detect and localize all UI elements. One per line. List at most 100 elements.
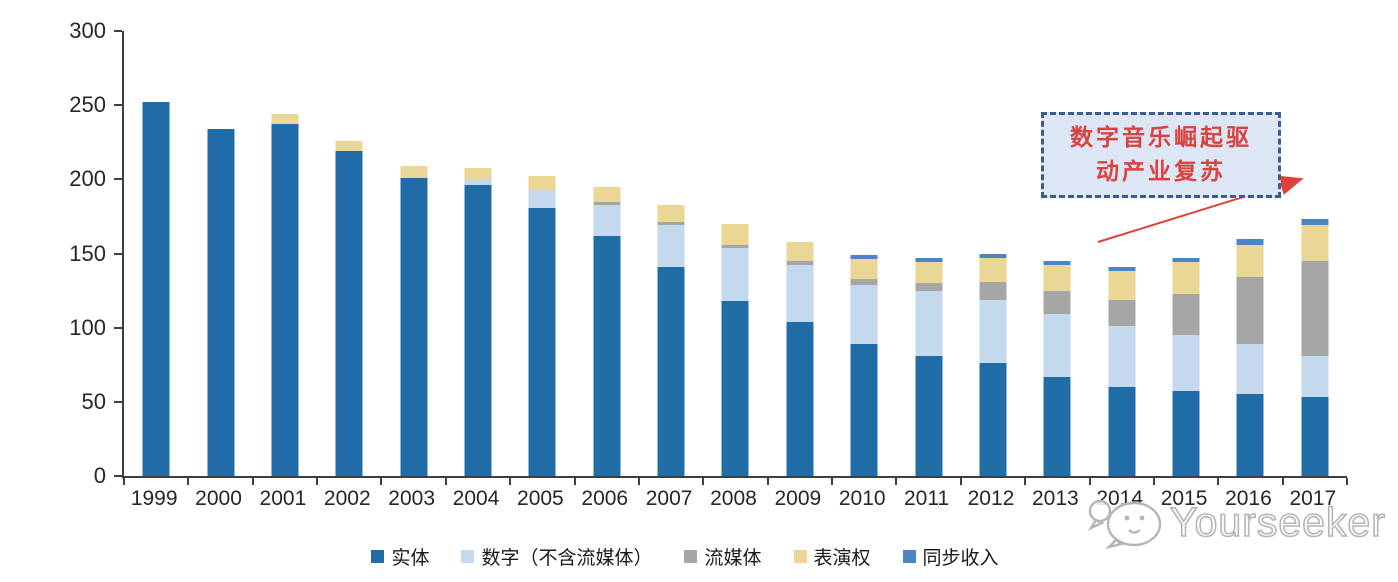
stacked-bar-1999 [142,102,170,476]
stacked-bar-2016 [1236,238,1264,476]
x-axis-label-2000: 2000 [195,487,242,510]
segment-数字（不含流媒体） [915,290,943,356]
x-axis-label-2008: 2008 [710,487,757,510]
segment-实体 [335,151,363,476]
segment-数字（不含流媒体） [1301,355,1329,398]
x-axis-label-1999: 1999 [130,487,178,510]
segment-表演权 [1043,265,1071,291]
segment-数字（不含流媒体） [464,179,492,186]
segment-表演权 [786,241,814,261]
segment-表演权 [1172,262,1200,294]
bar-group-1999 [124,31,188,476]
segment-流媒体 [915,283,943,291]
segment-表演权 [850,259,878,279]
y-axis-label: 0 [93,463,106,488]
segment-流媒体 [979,281,1007,300]
stacked-bar-2005 [528,176,556,476]
segment-实体 [721,300,749,476]
stacked-bar-2012 [979,253,1007,476]
stacked-bar-2013 [1043,260,1071,476]
annotation-text-line2: 动产业复苏 [1096,158,1226,185]
segment-流媒体 [1043,290,1071,315]
segment-数字（不含流媒体） [786,265,814,322]
segment-实体 [1301,397,1329,476]
segment-表演权 [1301,225,1329,261]
bar-group-2014 [1090,31,1154,476]
bar-group-2012 [961,31,1025,476]
x-axis-label-2006: 2006 [581,487,629,510]
segment-实体 [786,321,814,476]
x-axis-label-2010: 2010 [838,487,886,510]
segment-实体 [400,177,428,476]
segment-同步收入 [979,253,1007,258]
bar-group-2008 [703,31,767,476]
y-axis-label: 250 [69,92,106,118]
plot-area [114,30,1348,485]
legend-item-流媒体: 流媒体 [684,543,762,570]
x-axis-tick [1346,478,1348,485]
legend-item-实体: 实体 [371,543,429,570]
y-axis-tick [114,30,122,32]
segment-流媒体 [786,260,814,266]
legend-label: 数字（不含流媒体） [481,547,653,569]
stacked-bar-2011 [915,257,943,476]
segment-实体 [657,266,685,476]
stacked-bar-2000 [207,128,235,476]
y-axis-label: 300 [69,18,106,43]
legend-swatch-icon [793,550,807,563]
y-axis-tick [114,178,122,181]
segment-表演权 [915,262,943,284]
segment-同步收入 [850,255,878,260]
stacked-bar-2002 [335,140,363,476]
segment-实体 [464,185,492,476]
segment-流媒体 [657,222,685,226]
legend-item-表演权: 表演权 [793,543,871,570]
segment-同步收入 [915,257,943,263]
segment-实体 [1043,376,1071,476]
y-axis-tick [114,252,122,255]
stacked-bar-2004 [464,167,492,476]
segment-数字（不含流媒体） [1108,326,1136,387]
x-axis-tick [1088,478,1091,485]
bar-group-2016 [1218,31,1282,476]
x-axis-tick [123,478,125,485]
x-axis-label-2002: 2002 [323,487,371,510]
annotation-callout: 数字音乐崛起驱 动产业复苏 [1041,112,1281,198]
x-axis-label-2016: 2016 [1225,487,1272,510]
x-axis-tick [895,478,898,485]
bar-group-2005 [510,31,574,476]
stacked-bar-2014 [1108,266,1136,476]
x-axis-tick [380,478,383,485]
segment-数字（不含流媒体） [1172,335,1200,392]
x-axis-tick [1024,478,1027,485]
x-axis-tick [444,478,447,485]
segment-同步收入 [1108,266,1136,272]
bar-group-2003 [381,31,445,476]
bar-group-2006 [575,31,639,476]
y-axis-label: 150 [69,240,106,266]
bar-group-2015 [1154,31,1218,476]
segment-表演权 [1108,271,1136,300]
stacked-bar-2009 [786,241,814,476]
segment-实体 [850,343,878,476]
segment-同步收入 [1301,219,1329,226]
x-axis-tick [1152,478,1155,485]
segment-表演权 [464,167,492,180]
y-axis-label: 100 [69,314,106,340]
bar-group-2013 [1025,31,1089,476]
x-axis-tick [766,478,769,485]
watermark-text: Yourseeker [1169,498,1386,546]
stacked-bar-2008 [721,223,749,476]
segment-流媒体 [1172,293,1200,336]
segment-实体 [1172,391,1200,476]
segment-数字（不含流媒体） [593,204,621,236]
segment-实体 [593,235,621,476]
segment-数字（不含流媒体） [1236,344,1264,395]
legend-item-数字（不含流媒体）: 数字（不含流媒体） [461,543,652,570]
legend-label: 流媒体 [704,547,762,569]
stacked-bar-2006 [593,186,621,476]
bar-group-2011 [896,31,960,476]
legend-swatch-icon [371,550,385,563]
x-axis-tick [637,478,640,485]
